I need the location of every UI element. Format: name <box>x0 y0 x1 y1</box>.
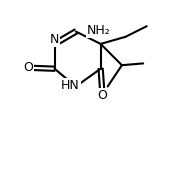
Text: NH₂: NH₂ <box>87 24 111 37</box>
Text: HN: HN <box>61 79 80 92</box>
Text: O: O <box>97 89 107 102</box>
Text: N: N <box>50 33 59 46</box>
Text: O: O <box>23 61 33 74</box>
